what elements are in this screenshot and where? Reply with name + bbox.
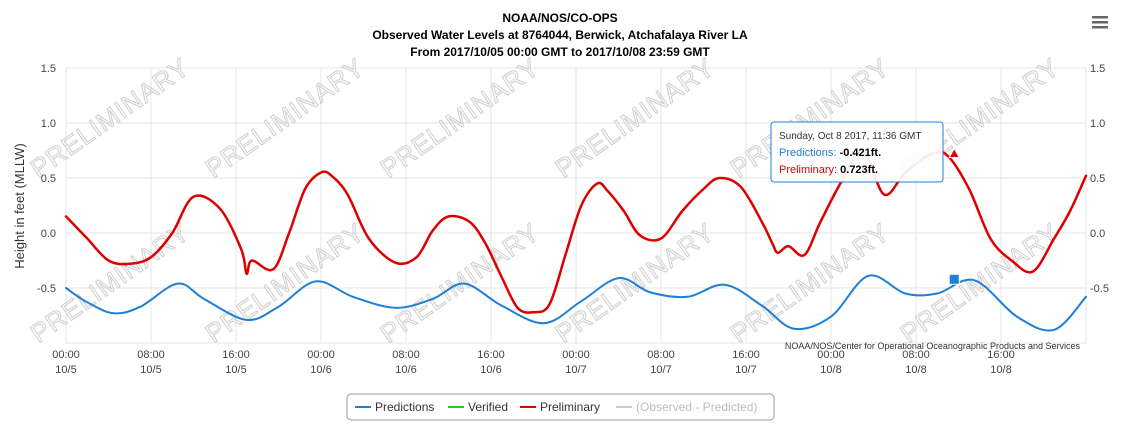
tooltip-preliminary-value: 0.723ft. xyxy=(840,164,878,176)
x-tick-label-time: 00:00 xyxy=(562,349,590,361)
x-tick-label-time: 16:00 xyxy=(222,349,250,361)
tooltip-preliminary-name: Preliminary xyxy=(779,164,835,176)
series-line-predictions xyxy=(65,274,1087,332)
x-tick-label-date: 10/6 xyxy=(310,364,331,376)
legend-item-verified[interactable]: Verified xyxy=(448,400,508,414)
legend-label-predictions: Predictions xyxy=(375,400,434,414)
tooltip: Sunday, Oct 8 2017, 11:36 GMT Prediction… xyxy=(770,121,944,183)
x-tick-label-date: 10/7 xyxy=(735,364,756,376)
hamburger-menu-icon[interactable] xyxy=(1092,14,1108,30)
watermark-text: PRELIMINARY xyxy=(375,217,545,349)
watermark-text: PRELIMINARY xyxy=(200,217,370,349)
y-tick-label-left: 1.0 xyxy=(41,118,56,130)
y-tick-label-right: 0.0 xyxy=(1090,228,1105,240)
legend-item-predictions[interactable]: Predictions xyxy=(355,400,434,414)
legend-label-verified: Verified xyxy=(468,400,508,414)
hover-markers xyxy=(948,147,961,285)
x-tick-label-date: 10/8 xyxy=(820,364,841,376)
chart-title-line-1: NOAA/NOS/CO-OPS xyxy=(502,11,617,25)
watermarks: PRELIMINARY PRELIMINARY PRELIMINARY PRELIMI… xyxy=(24,51,1065,349)
legend-box xyxy=(346,393,775,421)
axis-ticks: -0.5 -0.5 0.0 0.0 0.5 0.5 1.0 1.0 1.5 1.5 00:00 10/… xyxy=(37,63,1109,376)
x-tick-label-date: 10/5 xyxy=(55,364,76,376)
x-tick-label-time: 08:00 xyxy=(902,349,930,361)
tooltip-predictions-name: Predictions xyxy=(779,147,834,159)
y-axis-label: Height in feet (MLLW) xyxy=(12,143,27,268)
x-tick-label-date: 10/5 xyxy=(225,364,246,376)
x-tick-label-date: 10/8 xyxy=(990,364,1011,376)
y-tick-label-right: 1.5 xyxy=(1090,63,1105,75)
preliminary-hover-marker xyxy=(948,147,961,158)
grid xyxy=(65,67,1087,344)
x-tick-label-date: 10/7 xyxy=(650,364,671,376)
legend-item-preliminary[interactable]: Preliminary xyxy=(520,400,600,414)
predictions-hover-marker xyxy=(948,273,960,285)
tooltip-time: Sunday, Oct 8 2017, 11:36 GMT xyxy=(779,131,922,142)
tooltip-box xyxy=(770,121,944,183)
y-tick-label-left: 0.0 xyxy=(41,228,56,240)
y-tick-label-left: 0.5 xyxy=(41,173,56,185)
legend: Predictions Verified Preliminary (Observ… xyxy=(346,393,775,421)
series-line-preliminary xyxy=(64,149,1088,314)
series-lines xyxy=(64,149,1088,332)
x-tick-label-time: 08:00 xyxy=(392,349,420,361)
chart-title-line-2: Observed Water Levels at 8764044, Berwic… xyxy=(372,28,748,42)
chart-credit: NOAA/NOS/Center for Operational Oceanogr… xyxy=(785,341,1081,351)
watermark-text: PRELIMINARY xyxy=(375,52,545,184)
y-tick-label-right: -0.5 xyxy=(1090,283,1109,295)
x-tick-label-time: 16:00 xyxy=(987,349,1015,361)
x-tick-label-time: 16:00 xyxy=(732,349,760,361)
y-tick-label-left: -0.5 xyxy=(37,283,56,295)
watermark-text: PRELIMINARY xyxy=(725,217,895,349)
y-tick-label-left: 1.5 xyxy=(41,63,56,75)
x-tick-label-time: 16:00 xyxy=(477,349,505,361)
legend-item-observed-minus-predicted[interactable]: (Observed - Predicted) xyxy=(616,400,757,414)
x-tick-label-time: 00:00 xyxy=(52,349,80,361)
x-tick-label-date: 10/5 xyxy=(140,364,161,376)
watermark-text: PRELIMINARY xyxy=(200,52,370,184)
x-tick-label-date: 10/8 xyxy=(905,364,926,376)
tooltip-predictions-value: -0.421ft. xyxy=(840,147,882,159)
y-tick-label-right: 0.5 xyxy=(1090,173,1105,185)
x-tick-label-date: 10/7 xyxy=(565,364,586,376)
x-tick-label-time: 00:00 xyxy=(817,349,845,361)
legend-label-observed-minus-predicted: (Observed - Predicted) xyxy=(636,400,757,414)
x-tick-label-date: 10/6 xyxy=(480,364,501,376)
y-tick-label-right: 1.0 xyxy=(1090,118,1105,130)
chart-title-line-3: From 2017/10/05 00:00 GMT to 2017/10/08 … xyxy=(410,45,710,59)
x-tick-label-time: 08:00 xyxy=(647,349,675,361)
x-tick-label-time: 08:00 xyxy=(137,349,165,361)
watermark-text: PRELIMINARY xyxy=(550,52,720,184)
tooltip-predictions: Predictions: -0.421ft. xyxy=(779,147,881,159)
x-tick-label-time: 00:00 xyxy=(307,349,335,361)
legend-label-preliminary: Preliminary xyxy=(540,400,600,414)
x-tick-label-date: 10/6 xyxy=(395,364,416,376)
tooltip-preliminary: Preliminary: 0.723ft. xyxy=(779,164,878,176)
